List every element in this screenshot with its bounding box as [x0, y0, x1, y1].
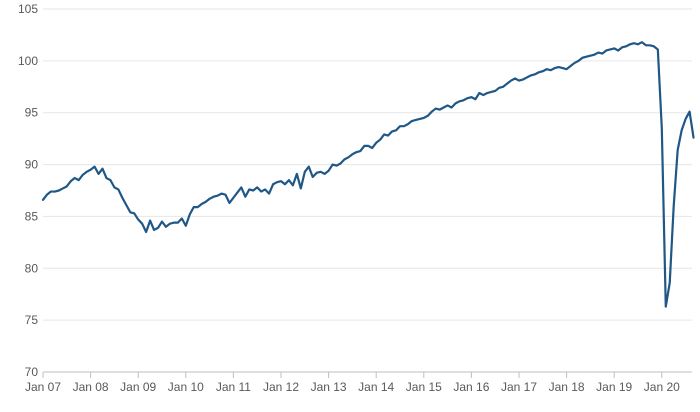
x-tick-label: Jan 17 [501, 380, 537, 394]
y-tick-label-75: 75 [25, 313, 39, 327]
y-axis-tick-labels: 70 75 80 85 90 95 100 105 [18, 2, 38, 379]
y-tick-label-85: 85 [25, 209, 39, 223]
x-tick-label: Jan 16 [453, 380, 489, 394]
x-tick-label: Jan 11 [216, 380, 251, 394]
series-line-0 [41, 41, 695, 308]
x-tick-label: Jan 20 [644, 380, 680, 394]
y-tick-label-105: 105 [18, 2, 38, 16]
x-axis-tick-labels: Jan 07 Jan 08 Jan 09 Jan 10 Jan 11 Jan 12 Jan … [25, 380, 680, 394]
y-tick-label-80: 80 [25, 261, 39, 275]
x-tick-label: Jan 13 [311, 380, 347, 394]
x-tick-label: Jan 12 [263, 380, 299, 394]
x-tick-label: Jan 10 [168, 380, 204, 394]
x-tick-label: Jan 14 [358, 380, 394, 394]
x-axis [42, 371, 692, 378]
series-layer [41, 41, 695, 308]
x-tick-label: Jan 08 [73, 380, 109, 394]
x-tick-label: Jan 07 [25, 380, 61, 394]
x-tick-label: Jan 18 [549, 380, 585, 394]
x-tick-label: Jan 15 [406, 380, 442, 394]
gridlines [43, 8, 692, 321]
y-tick-label-100: 100 [18, 54, 38, 68]
y-tick-label-90: 90 [25, 158, 39, 172]
x-tick-label: Jan 19 [596, 380, 632, 394]
y-tick-label-70: 70 [25, 365, 39, 379]
x-tick-label: Jan 09 [120, 380, 156, 394]
y-tick-label-95: 95 [25, 106, 39, 120]
